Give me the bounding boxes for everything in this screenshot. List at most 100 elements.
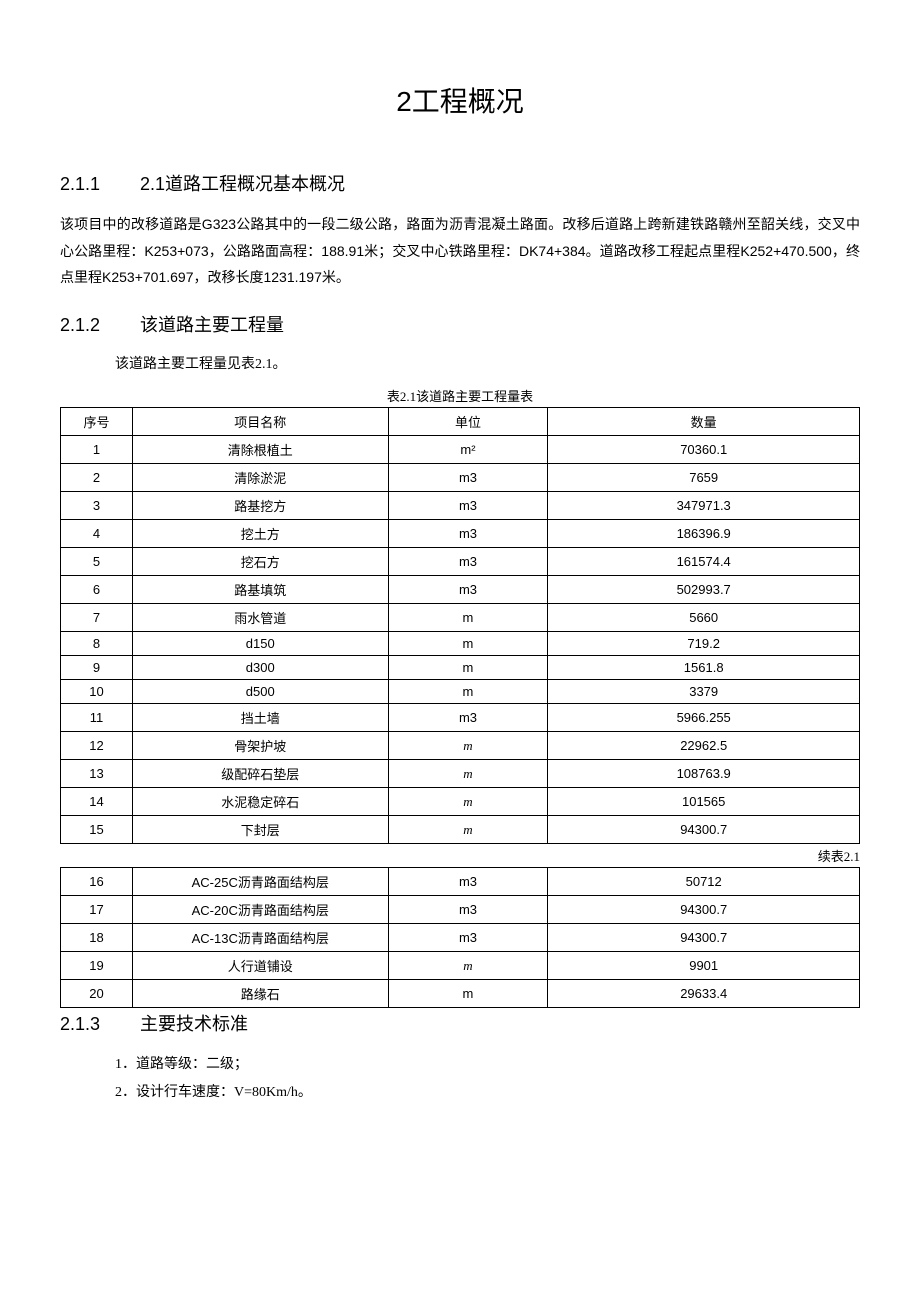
cell-qty: 161574.4 bbox=[548, 548, 860, 576]
cell-seq: 20 bbox=[61, 980, 133, 1008]
cell-unit: m3 bbox=[388, 548, 548, 576]
table-row: 6路基填筑m3502993.7 bbox=[61, 576, 860, 604]
cell-unit: m bbox=[388, 632, 548, 656]
cell-name: d150 bbox=[132, 632, 388, 656]
cell-name: AC-20C沥青路面结构层 bbox=[132, 896, 388, 924]
cell-unit: m bbox=[388, 680, 548, 704]
list-item: 2．设计行车速度：V=80Km/h。 bbox=[115, 1079, 860, 1107]
cell-qty: 9901 bbox=[548, 952, 860, 980]
cell-name: 路缘石 bbox=[132, 980, 388, 1008]
cell-name: 清除根植土 bbox=[132, 436, 388, 464]
cell-qty: 1561.8 bbox=[548, 656, 860, 680]
cell-qty: 94300.7 bbox=[548, 896, 860, 924]
cell-name: 路基挖方 bbox=[132, 492, 388, 520]
section-num: 2.1.1 bbox=[60, 174, 135, 195]
table-row: 7雨水管道m5660 bbox=[61, 604, 860, 632]
table-row: 9d300m1561.8 bbox=[61, 656, 860, 680]
cell-name: AC-25C沥青路面结构层 bbox=[132, 868, 388, 896]
table-row: 8d150m719.2 bbox=[61, 632, 860, 656]
cell-seq: 15 bbox=[61, 816, 133, 844]
cell-seq: 13 bbox=[61, 760, 133, 788]
table-caption: 表2.1该道路主要工程量表 bbox=[60, 386, 860, 405]
cell-unit: m bbox=[388, 980, 548, 1008]
table-row: 2清除淤泥m37659 bbox=[61, 464, 860, 492]
cell-name: 人行道铺设 bbox=[132, 952, 388, 980]
th-seq: 序号 bbox=[61, 408, 133, 436]
cell-unit: m bbox=[388, 952, 548, 980]
cell-name: AC-13C沥青路面结构层 bbox=[132, 924, 388, 952]
cell-unit: m3 bbox=[388, 704, 548, 732]
table-row: 12骨架护坡m22962.5 bbox=[61, 732, 860, 760]
cell-name: 骨架护坡 bbox=[132, 732, 388, 760]
table-row: 16AC-25C沥青路面结构层m350712 bbox=[61, 868, 860, 896]
cell-seq: 8 bbox=[61, 632, 133, 656]
table-header-row: 序号 项目名称 单位 数量 bbox=[61, 408, 860, 436]
cell-unit: m² bbox=[388, 436, 548, 464]
table-row: 18AC-13C沥青路面结构层m394300.7 bbox=[61, 924, 860, 952]
cell-seq: 5 bbox=[61, 548, 133, 576]
cell-unit: m bbox=[388, 656, 548, 680]
cell-name: d300 bbox=[132, 656, 388, 680]
section-label: 2.1道路工程概况基本概况 bbox=[140, 174, 345, 194]
cell-name: 雨水管道 bbox=[132, 604, 388, 632]
cell-qty: 347971.3 bbox=[548, 492, 860, 520]
cell-name: 级配碎石垫层 bbox=[132, 760, 388, 788]
cell-name: 挡土墙 bbox=[132, 704, 388, 732]
table-row: 3路基挖方m3347971.3 bbox=[61, 492, 860, 520]
cell-unit: m bbox=[388, 732, 548, 760]
cell-seq: 18 bbox=[61, 924, 133, 952]
table-row: 13级配碎石垫层m108763.9 bbox=[61, 760, 860, 788]
cell-qty: 186396.9 bbox=[548, 520, 860, 548]
cell-seq: 7 bbox=[61, 604, 133, 632]
th-unit: 单位 bbox=[388, 408, 548, 436]
cell-qty: 70360.1 bbox=[548, 436, 860, 464]
section-label: 主要技术标准 bbox=[140, 1014, 248, 1034]
table-row: 19人行道铺设m9901 bbox=[61, 952, 860, 980]
cell-name: 路基填筑 bbox=[132, 576, 388, 604]
cell-seq: 4 bbox=[61, 520, 133, 548]
table-row: 17AC-20C沥青路面结构层m394300.7 bbox=[61, 896, 860, 924]
cell-qty: 7659 bbox=[548, 464, 860, 492]
cell-qty: 108763.9 bbox=[548, 760, 860, 788]
cell-seq: 2 bbox=[61, 464, 133, 492]
section-2-subline: 该道路主要工程量见表2.1。 bbox=[60, 352, 860, 379]
cell-qty: 3379 bbox=[548, 680, 860, 704]
cell-seq: 16 bbox=[61, 868, 133, 896]
cell-seq: 11 bbox=[61, 704, 133, 732]
cell-qty: 22962.5 bbox=[548, 732, 860, 760]
tech-standards-list: 1．道路等级：二级；2．设计行车速度：V=80Km/h。 bbox=[60, 1051, 860, 1107]
table-row: 5挖石方m3161574.4 bbox=[61, 548, 860, 576]
cell-qty: 719.2 bbox=[548, 632, 860, 656]
cell-unit: m3 bbox=[388, 868, 548, 896]
cell-seq: 10 bbox=[61, 680, 133, 704]
section-heading-1: 2.1.1 2.1道路工程概况基本概况 bbox=[60, 170, 860, 196]
cell-qty: 94300.7 bbox=[548, 924, 860, 952]
section-heading-3: 2.1.3 主要技术标准 bbox=[60, 1010, 860, 1036]
table-row: 11挡土墙m35966.255 bbox=[61, 704, 860, 732]
cell-unit: m3 bbox=[388, 896, 548, 924]
table-row: 14水泥稳定碎石m101565 bbox=[61, 788, 860, 816]
section-num: 2.1.2 bbox=[60, 315, 135, 336]
cell-qty: 502993.7 bbox=[548, 576, 860, 604]
cell-seq: 19 bbox=[61, 952, 133, 980]
table-row: 10d500m3379 bbox=[61, 680, 860, 704]
cell-seq: 12 bbox=[61, 732, 133, 760]
list-item: 1．道路等级：二级； bbox=[115, 1051, 860, 1079]
table-row: 1清除根植土m²70360.1 bbox=[61, 436, 860, 464]
cell-unit: m3 bbox=[388, 520, 548, 548]
cell-unit: m3 bbox=[388, 924, 548, 952]
cell-seq: 14 bbox=[61, 788, 133, 816]
cell-name: 水泥稳定碎石 bbox=[132, 788, 388, 816]
table-row: 20路缘石m29633.4 bbox=[61, 980, 860, 1008]
table-row: 4挖土方m3186396.9 bbox=[61, 520, 860, 548]
th-qty: 数量 bbox=[548, 408, 860, 436]
cell-unit: m3 bbox=[388, 576, 548, 604]
quantities-table-part-b: 16AC-25C沥青路面结构层m35071217AC-20C沥青路面结构层m39… bbox=[60, 867, 860, 1008]
cell-qty: 29633.4 bbox=[548, 980, 860, 1008]
cell-seq: 9 bbox=[61, 656, 133, 680]
cell-qty: 50712 bbox=[548, 868, 860, 896]
cell-name: 清除淤泥 bbox=[132, 464, 388, 492]
cell-unit: m3 bbox=[388, 492, 548, 520]
cell-name: d500 bbox=[132, 680, 388, 704]
page-title: 2工程概况 bbox=[60, 80, 860, 120]
